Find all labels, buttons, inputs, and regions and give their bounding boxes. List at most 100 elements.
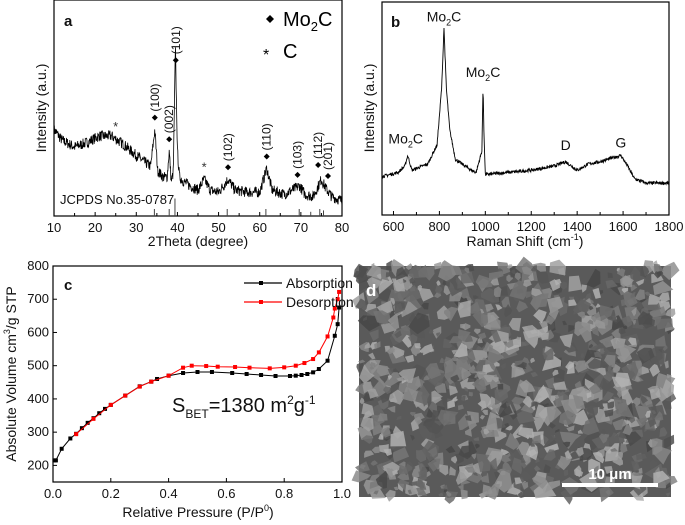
sem-flake <box>580 353 585 359</box>
label-main: Mo <box>388 130 408 146</box>
data-point-desorption <box>337 289 342 294</box>
sem-flake <box>453 342 468 358</box>
sem-flake <box>562 441 571 448</box>
sem-flake <box>605 369 614 379</box>
sem-flake <box>480 308 485 314</box>
peak-index-label: (103) <box>291 141 305 169</box>
sem-flake <box>421 440 439 462</box>
sem-flake <box>661 261 680 281</box>
sem-flake <box>366 277 384 289</box>
mo2c-peak-marker <box>151 114 158 121</box>
sem-flake <box>396 415 402 421</box>
sem-flake <box>526 434 534 440</box>
sem-flake <box>581 284 588 293</box>
sem-flake <box>640 394 648 404</box>
sem-flake <box>533 480 557 499</box>
legend-marker <box>259 300 263 304</box>
data-point-desorption <box>316 350 321 355</box>
data-point-absorption <box>230 371 235 376</box>
data-point-absorption <box>103 406 108 411</box>
sem-flake <box>431 390 443 402</box>
sem-flake <box>645 410 651 418</box>
sem-flake <box>615 372 632 388</box>
sem-flake <box>531 288 543 297</box>
sem-flake <box>373 310 391 325</box>
label-main: G <box>615 134 626 150</box>
series-line-desorption <box>75 291 340 435</box>
scale-bar <box>562 483 658 487</box>
legend-label-c: C <box>283 41 297 63</box>
sem-flake <box>408 312 430 335</box>
sem-flake <box>588 458 601 476</box>
sem-flake <box>405 484 419 496</box>
sem-flake <box>369 329 379 342</box>
sem-flake <box>659 292 670 304</box>
sem-flake <box>369 365 375 370</box>
data-point-desorption <box>204 364 209 369</box>
sem-flake <box>664 360 669 369</box>
sem-flake <box>438 260 457 283</box>
label-sub: 2 <box>446 18 451 28</box>
sem-flake <box>534 293 549 308</box>
x-tick-label: 80 <box>335 220 349 235</box>
sem-flake <box>511 396 525 406</box>
sem-flake <box>460 323 465 330</box>
label-main: Mo <box>427 9 447 25</box>
data-point-absorption <box>53 458 58 463</box>
sem-flake <box>448 385 458 396</box>
sem-flake <box>562 320 568 326</box>
data-point-desorption <box>149 379 154 384</box>
sem-flake <box>534 465 541 472</box>
sem-flake <box>620 299 626 307</box>
sem-flake <box>392 447 410 463</box>
sem-flake <box>655 318 673 330</box>
sem-flake <box>355 298 368 312</box>
sem-flake <box>379 374 390 384</box>
sem-flake <box>508 318 522 332</box>
sem-flake <box>421 302 429 310</box>
sem-flake <box>464 466 476 473</box>
sem-flake <box>544 315 556 325</box>
x-tick-label: 30 <box>129 220 143 235</box>
sem-flake <box>477 332 487 340</box>
sem-flake <box>544 480 561 493</box>
sem-flake <box>445 445 456 454</box>
raman-peak-label: Mo2C <box>427 9 462 28</box>
sem-flake <box>456 395 466 403</box>
sem-flake <box>568 298 578 307</box>
plot-frame <box>52 265 343 483</box>
sem-flake <box>375 470 388 489</box>
sem-flake <box>419 482 427 490</box>
legend: Mo2C * C <box>263 9 332 64</box>
sem-flake <box>471 453 476 460</box>
sem-flake <box>496 417 507 429</box>
sem-flake <box>505 432 521 450</box>
sem-flake <box>392 469 398 476</box>
sem-flake <box>599 348 605 355</box>
sem-flake <box>586 268 601 288</box>
y-tick-label: 800 <box>27 258 49 273</box>
sem-flake <box>377 413 388 422</box>
sem-flake <box>520 361 527 368</box>
sem-flake <box>546 402 562 424</box>
sem-flake <box>482 484 493 495</box>
sem-flake <box>495 304 503 311</box>
sem-flake <box>631 307 637 317</box>
data-point-desorption <box>293 363 298 368</box>
data-point-absorption <box>325 358 330 363</box>
mo2c-peak-marker <box>315 162 322 168</box>
sem-flake <box>434 284 443 294</box>
sem-flake <box>543 449 556 461</box>
xrd-curve <box>53 47 343 207</box>
sem-flake <box>604 409 614 418</box>
sem-flake <box>575 468 584 477</box>
sem-flake <box>418 287 434 302</box>
sem-flake <box>544 443 559 453</box>
sem-flake <box>376 273 382 280</box>
sem-flake <box>407 489 412 495</box>
sem-flake <box>445 491 452 497</box>
sem-flake <box>661 400 672 409</box>
data-point-absorption <box>155 376 160 381</box>
sem-flake <box>529 329 538 335</box>
sem-flake <box>552 381 567 390</box>
